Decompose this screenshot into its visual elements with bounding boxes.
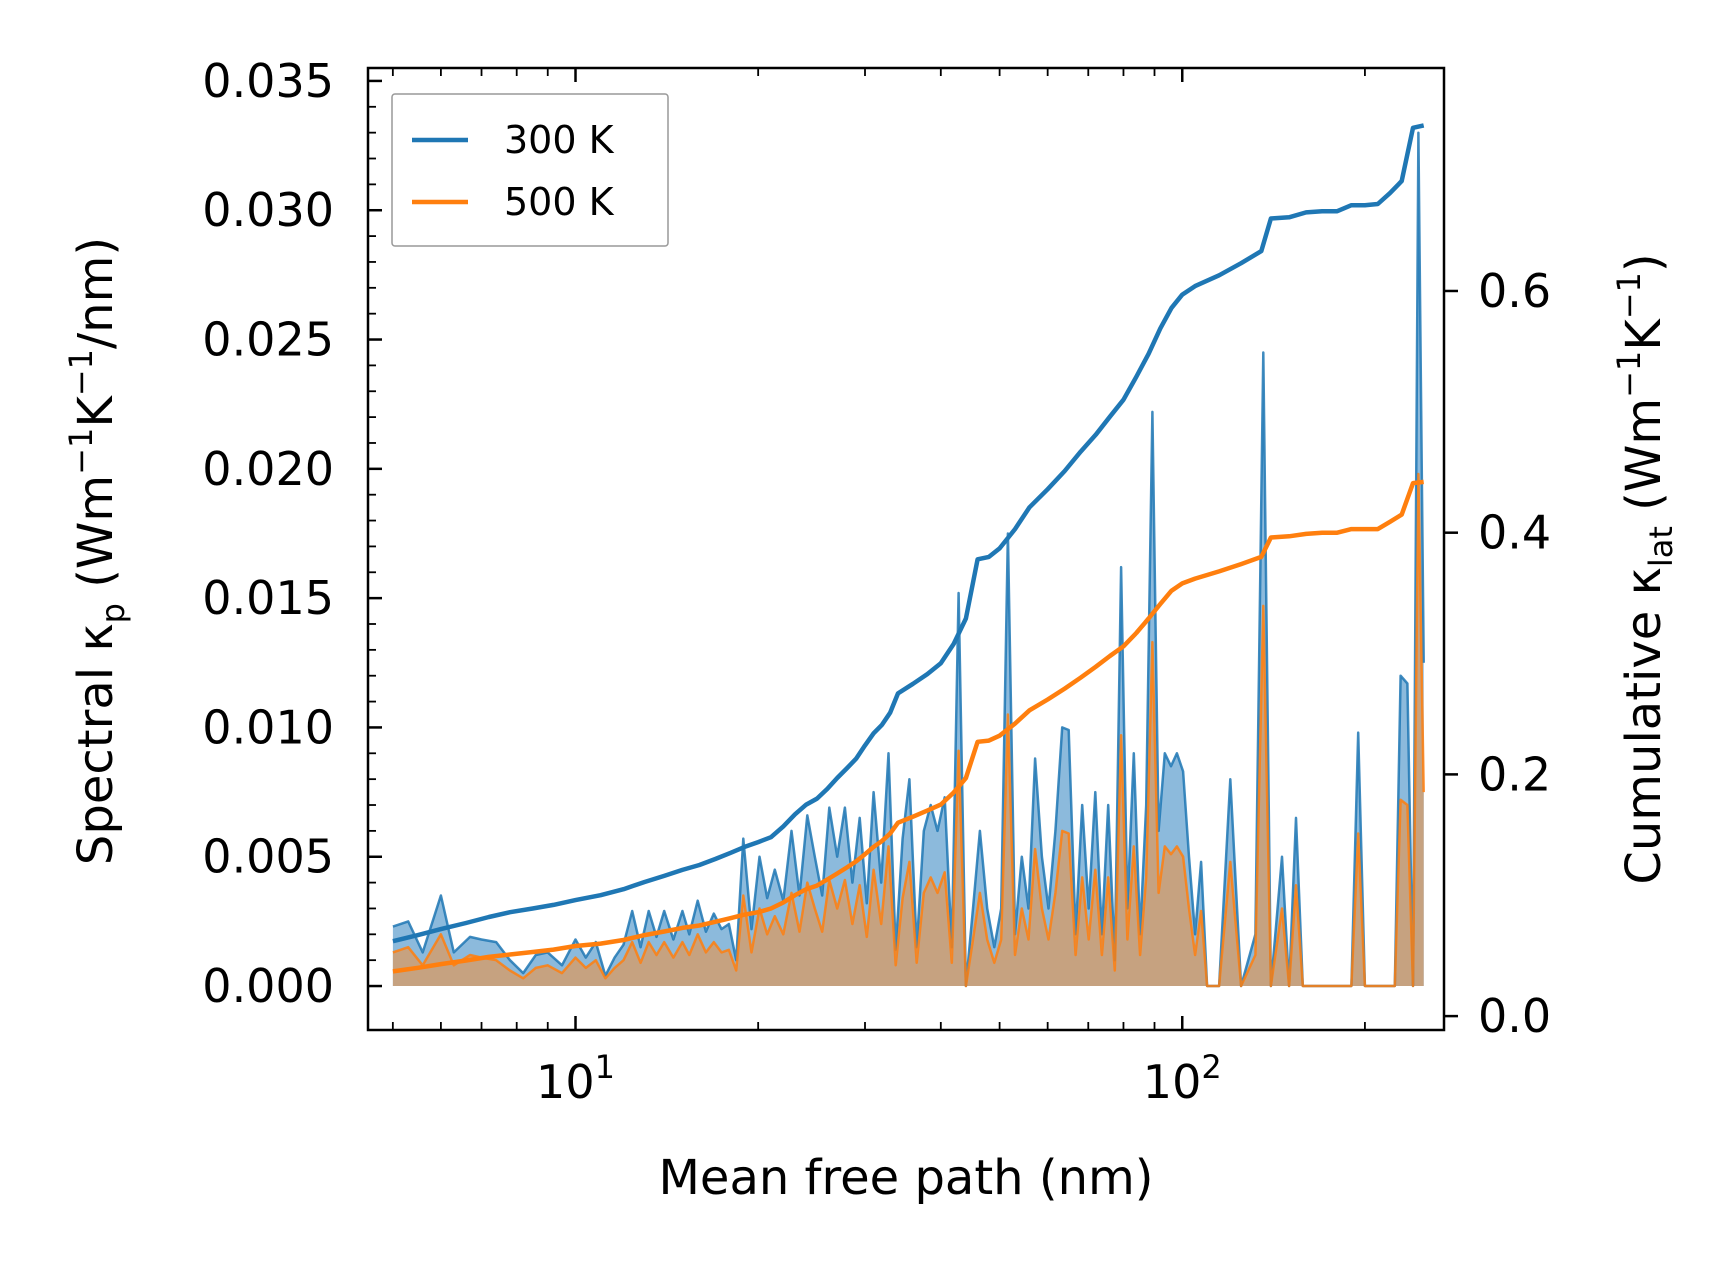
spectral-fills bbox=[392, 132, 1424, 986]
right-tick-label: 0.4 bbox=[1478, 506, 1551, 560]
y-axis-label-left: Spectral κp (Wm−1K−1/nm) bbox=[62, 237, 132, 865]
x-axis-label: Mean free path (nm) bbox=[659, 1150, 1154, 1206]
spectral-fill-500k bbox=[392, 474, 1424, 986]
left-tick-label: 0.015 bbox=[202, 571, 334, 625]
y-axis-label-right: Cumulative κlat (Wm−1K−1) bbox=[1610, 253, 1680, 884]
x-tick-label: 101 bbox=[536, 1048, 615, 1109]
legend-label: 300 K bbox=[504, 118, 615, 162]
right-tick-label: 0.6 bbox=[1478, 264, 1551, 318]
left-tick-label: 0.005 bbox=[202, 830, 334, 884]
left-tick-label: 0.010 bbox=[202, 700, 334, 754]
right-tick-label: 0.0 bbox=[1478, 989, 1551, 1043]
cumulative-line-300k bbox=[392, 123, 1425, 944]
right-tick-label: 0.2 bbox=[1478, 747, 1551, 801]
plot-frame bbox=[366, 66, 1446, 1032]
cumulative-line-500k bbox=[392, 479, 1424, 974]
legend-label: 500 K bbox=[504, 180, 615, 224]
left-tick-label: 0.025 bbox=[202, 313, 334, 367]
axis-ticks: 0.000 0.005 0.010 0.015 0.020 0.025 0.030 0.035… bbox=[202, 54, 1551, 1109]
x-tick-label: 102 bbox=[1143, 1048, 1222, 1109]
legend-box bbox=[391, 93, 669, 247]
left-tick-label: 0.035 bbox=[202, 54, 334, 108]
cumulative-lines bbox=[392, 123, 1425, 974]
left-tick-label: 0.020 bbox=[202, 442, 334, 496]
left-tick-label: 0.000 bbox=[202, 959, 334, 1013]
left-tick-label: 0.030 bbox=[202, 183, 334, 237]
spectral-fill-300k bbox=[392, 132, 1424, 986]
spectral-line-500k bbox=[392, 472, 1425, 988]
legend: 300 K 500 K bbox=[391, 93, 669, 247]
